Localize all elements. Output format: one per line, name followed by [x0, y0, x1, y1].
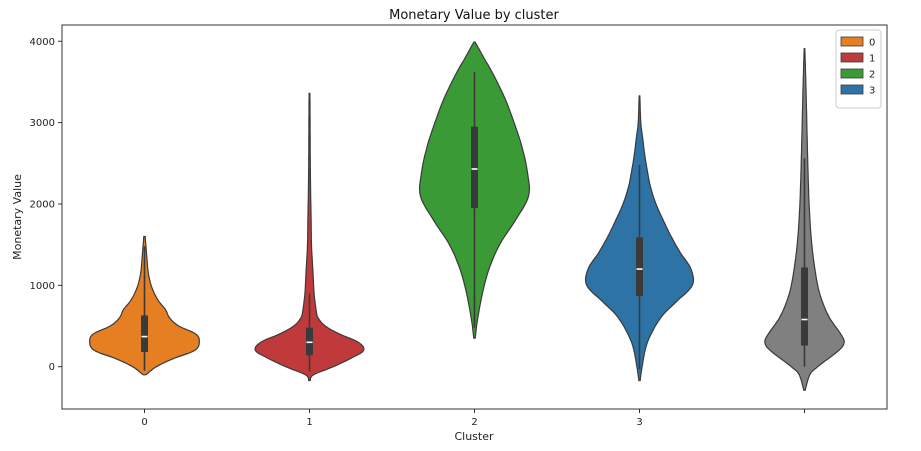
y-tick-label: 2000 [30, 199, 55, 210]
y-tick-label: 3000 [30, 118, 55, 129]
iqr-box [471, 126, 478, 209]
x-axis: 0 1 2 3 [141, 409, 805, 428]
legend-swatch [840, 52, 864, 63]
y-axis-label: Monetary Value [11, 174, 24, 260]
violin-body [254, 92, 365, 382]
x-tick-label: 0 [141, 417, 147, 428]
legend-label: 1 [869, 54, 875, 65]
iqr-box [801, 267, 808, 346]
x-tick-label: 2 [471, 417, 477, 428]
plot-area [89, 41, 845, 391]
iqr-box [306, 327, 313, 356]
legend: 0 1 2 3 [835, 29, 882, 109]
legend-swatch [840, 36, 864, 47]
y-tick-label: 0 [49, 362, 55, 373]
iqr-box [636, 237, 643, 296]
iqr-box [141, 315, 148, 353]
y-axis: 0 1000 2000 3000 4000 [30, 37, 62, 373]
legend-label: 2 [869, 70, 875, 81]
legend-label: 3 [869, 86, 875, 97]
x-axis-label: Cluster [454, 430, 494, 443]
violin-group-1 [254, 92, 365, 382]
y-tick-label: 1000 [30, 281, 55, 292]
violin-group-extra [764, 48, 845, 391]
legend-label: 0 [869, 38, 875, 49]
violin-group-2 [419, 41, 530, 339]
violin-group-3 [584, 95, 695, 382]
legend-swatch [840, 68, 864, 79]
legend-swatch [840, 84, 864, 95]
violin-group-0 [89, 235, 200, 376]
chart-title: Monetary Value by cluster [389, 8, 559, 23]
x-tick-label: 3 [636, 417, 642, 428]
x-tick-label: 1 [306, 417, 312, 428]
y-tick-label: 4000 [30, 37, 55, 48]
